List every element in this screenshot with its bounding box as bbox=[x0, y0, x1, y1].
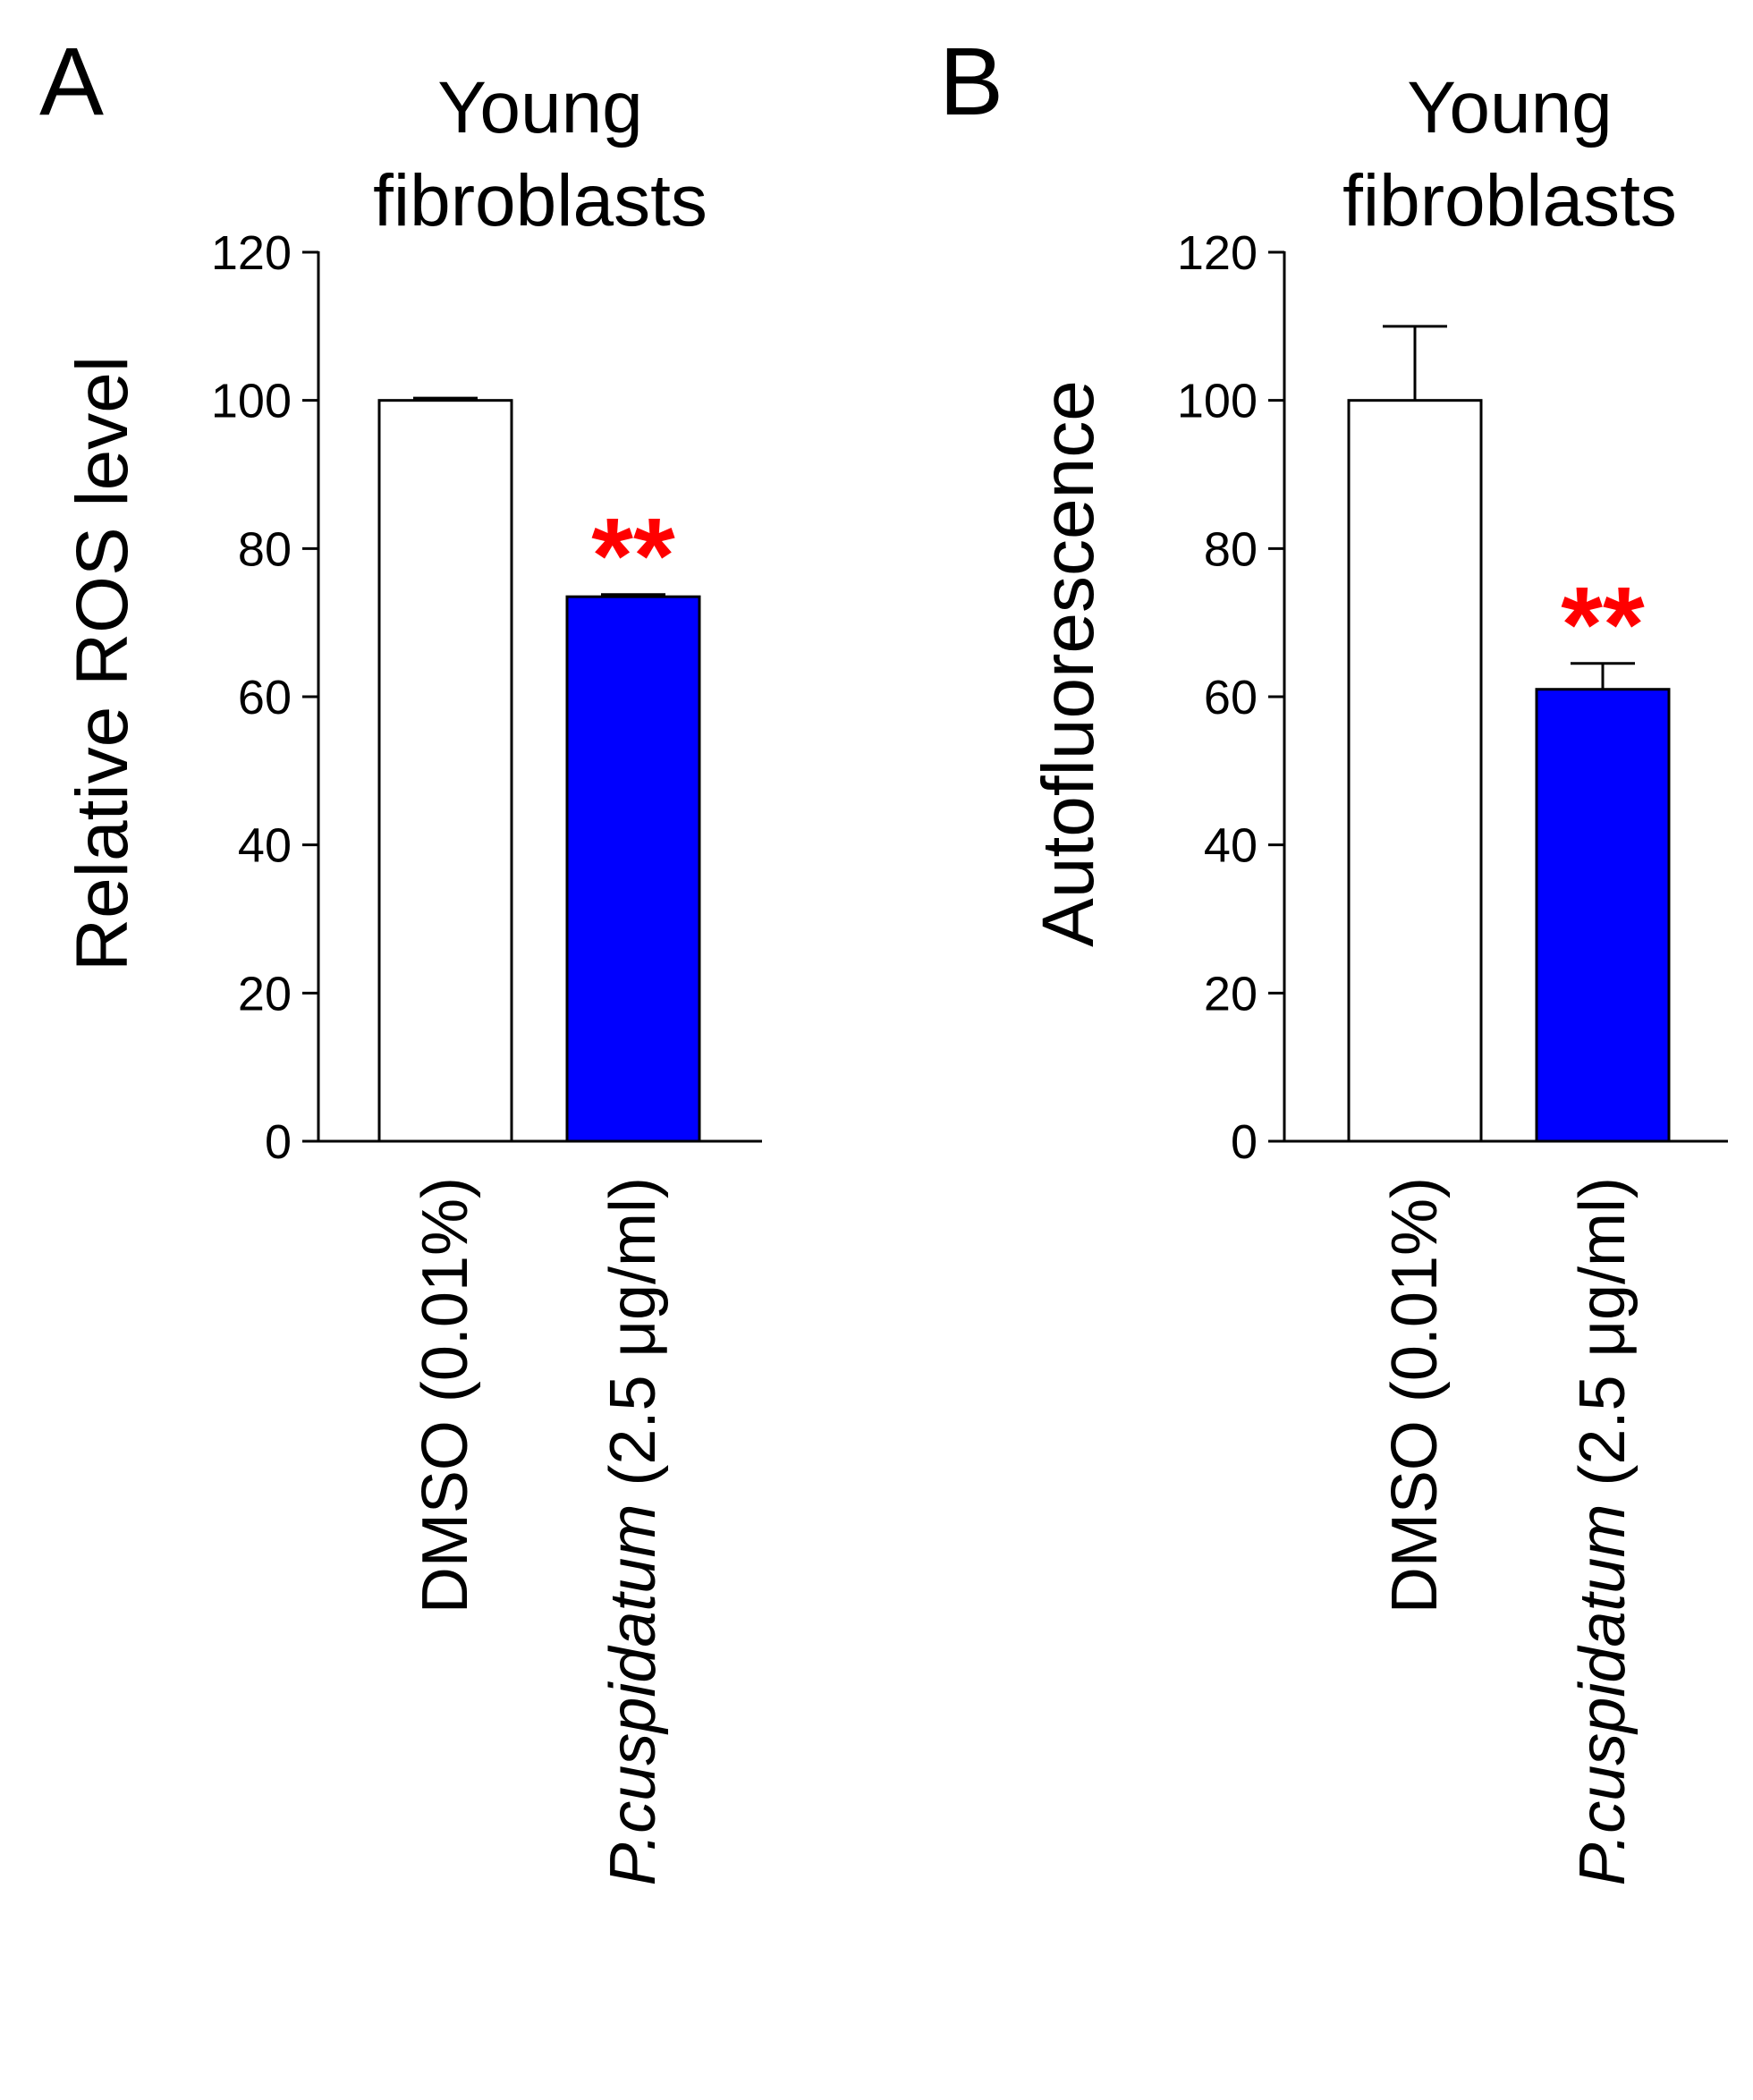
bar bbox=[1535, 688, 1671, 1143]
chart-title-line-1: Young bbox=[437, 67, 643, 148]
bar bbox=[565, 595, 701, 1143]
x-category-label-part: (2.5 μg/ml) bbox=[597, 1177, 669, 1504]
chart-title-line-1: Young bbox=[1407, 67, 1613, 148]
y-tick-label: 80 bbox=[1204, 522, 1258, 576]
y-tick-label: 0 bbox=[265, 1115, 292, 1169]
chart-title-line-2: fibroblasts bbox=[373, 160, 707, 241]
panel-a: A Young fibroblasts Relative ROS level 0… bbox=[39, 27, 762, 1886]
y-tick-label: 100 bbox=[211, 375, 292, 428]
y-tick-label: 40 bbox=[1204, 819, 1258, 873]
chart-title-line-2: fibroblasts bbox=[1342, 160, 1677, 241]
x-category-label: P.cuspidatum (2.5 μg/ml) bbox=[597, 1177, 669, 1886]
x-category-label: DMSO (0.01%) bbox=[410, 1177, 481, 1613]
bar bbox=[377, 399, 513, 1143]
x-category-label-part: (2.5 μg/ml) bbox=[1567, 1177, 1639, 1504]
y-axis-label: Autofluorescence bbox=[1028, 380, 1109, 947]
x-category-label-part: DMSO (0.01%) bbox=[1379, 1177, 1451, 1613]
y-tick-label: 0 bbox=[1231, 1115, 1258, 1169]
x-category-label-part: P.cuspidatum bbox=[597, 1504, 669, 1886]
panel-letter: A bbox=[39, 27, 104, 135]
panel-letter: B bbox=[939, 27, 1004, 135]
y-tick-label: 80 bbox=[238, 522, 292, 576]
y-tick-label: 120 bbox=[211, 226, 292, 280]
y-tick-label: 60 bbox=[1204, 671, 1258, 724]
panel-b: B Young fibroblasts Autofluorescence 0 20… bbox=[939, 27, 1728, 1886]
bar bbox=[1347, 399, 1483, 1143]
y-tick-label: 120 bbox=[1177, 226, 1258, 280]
x-category-label: P.cuspidatum (2.5 μg/ml) bbox=[1567, 1177, 1639, 1886]
y-tick-label: 100 bbox=[1177, 375, 1258, 428]
significance-mark: ** bbox=[591, 496, 675, 616]
x-category-label-part: P.cuspidatum bbox=[1567, 1504, 1639, 1886]
y-tick-label: 20 bbox=[1204, 967, 1258, 1020]
x-category-label-part: DMSO (0.01%) bbox=[410, 1177, 481, 1613]
y-tick-label: 40 bbox=[238, 819, 292, 873]
y-tick-label: 20 bbox=[238, 967, 292, 1020]
y-axis-label: Relative ROS level bbox=[62, 356, 143, 971]
significance-mark: ** bbox=[1561, 565, 1645, 685]
y-tick-label: 60 bbox=[238, 671, 292, 724]
x-category-label: DMSO (0.01%) bbox=[1379, 1177, 1451, 1613]
